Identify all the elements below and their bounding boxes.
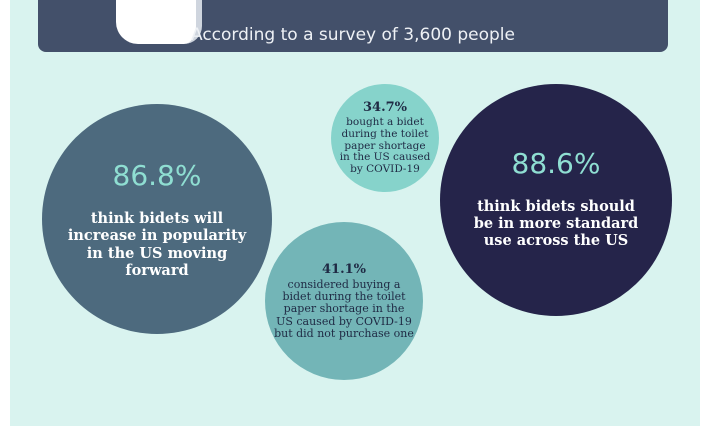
toilet-illustration: [116, 0, 202, 44]
stat-percent: 86.8%: [112, 159, 202, 193]
stat-percent: 88.6%: [511, 146, 601, 180]
stat-percent: 41.1%: [321, 261, 366, 277]
stat-percent: 34.7%: [362, 100, 407, 116]
stat-circle-standard-use: 88.6% think bidets should be in more sta…: [440, 84, 672, 316]
header-banner: According to a survey of 3,600 people: [38, 0, 668, 52]
stat-circle-popularity: 86.8% think bidets will increase in popu…: [42, 104, 272, 334]
survey-subtitle: According to a survey of 3,600 people: [191, 25, 515, 45]
stat-description: think bidets should be in more standard …: [473, 197, 639, 250]
stat-description: bought a bidet during the toilet paper s…: [339, 116, 431, 176]
stat-circle-considered: 41.1% considered buying a bidet during t…: [265, 222, 423, 380]
stat-circle-bought: 34.7% bought a bidet during the toilet p…: [331, 84, 439, 192]
infographic-panel: According to a survey of 3,600 people 86…: [10, 0, 700, 426]
stat-description: think bidets will increase in popularity…: [67, 210, 247, 279]
stat-description: considered buying a bidet during the toi…: [274, 277, 414, 340]
